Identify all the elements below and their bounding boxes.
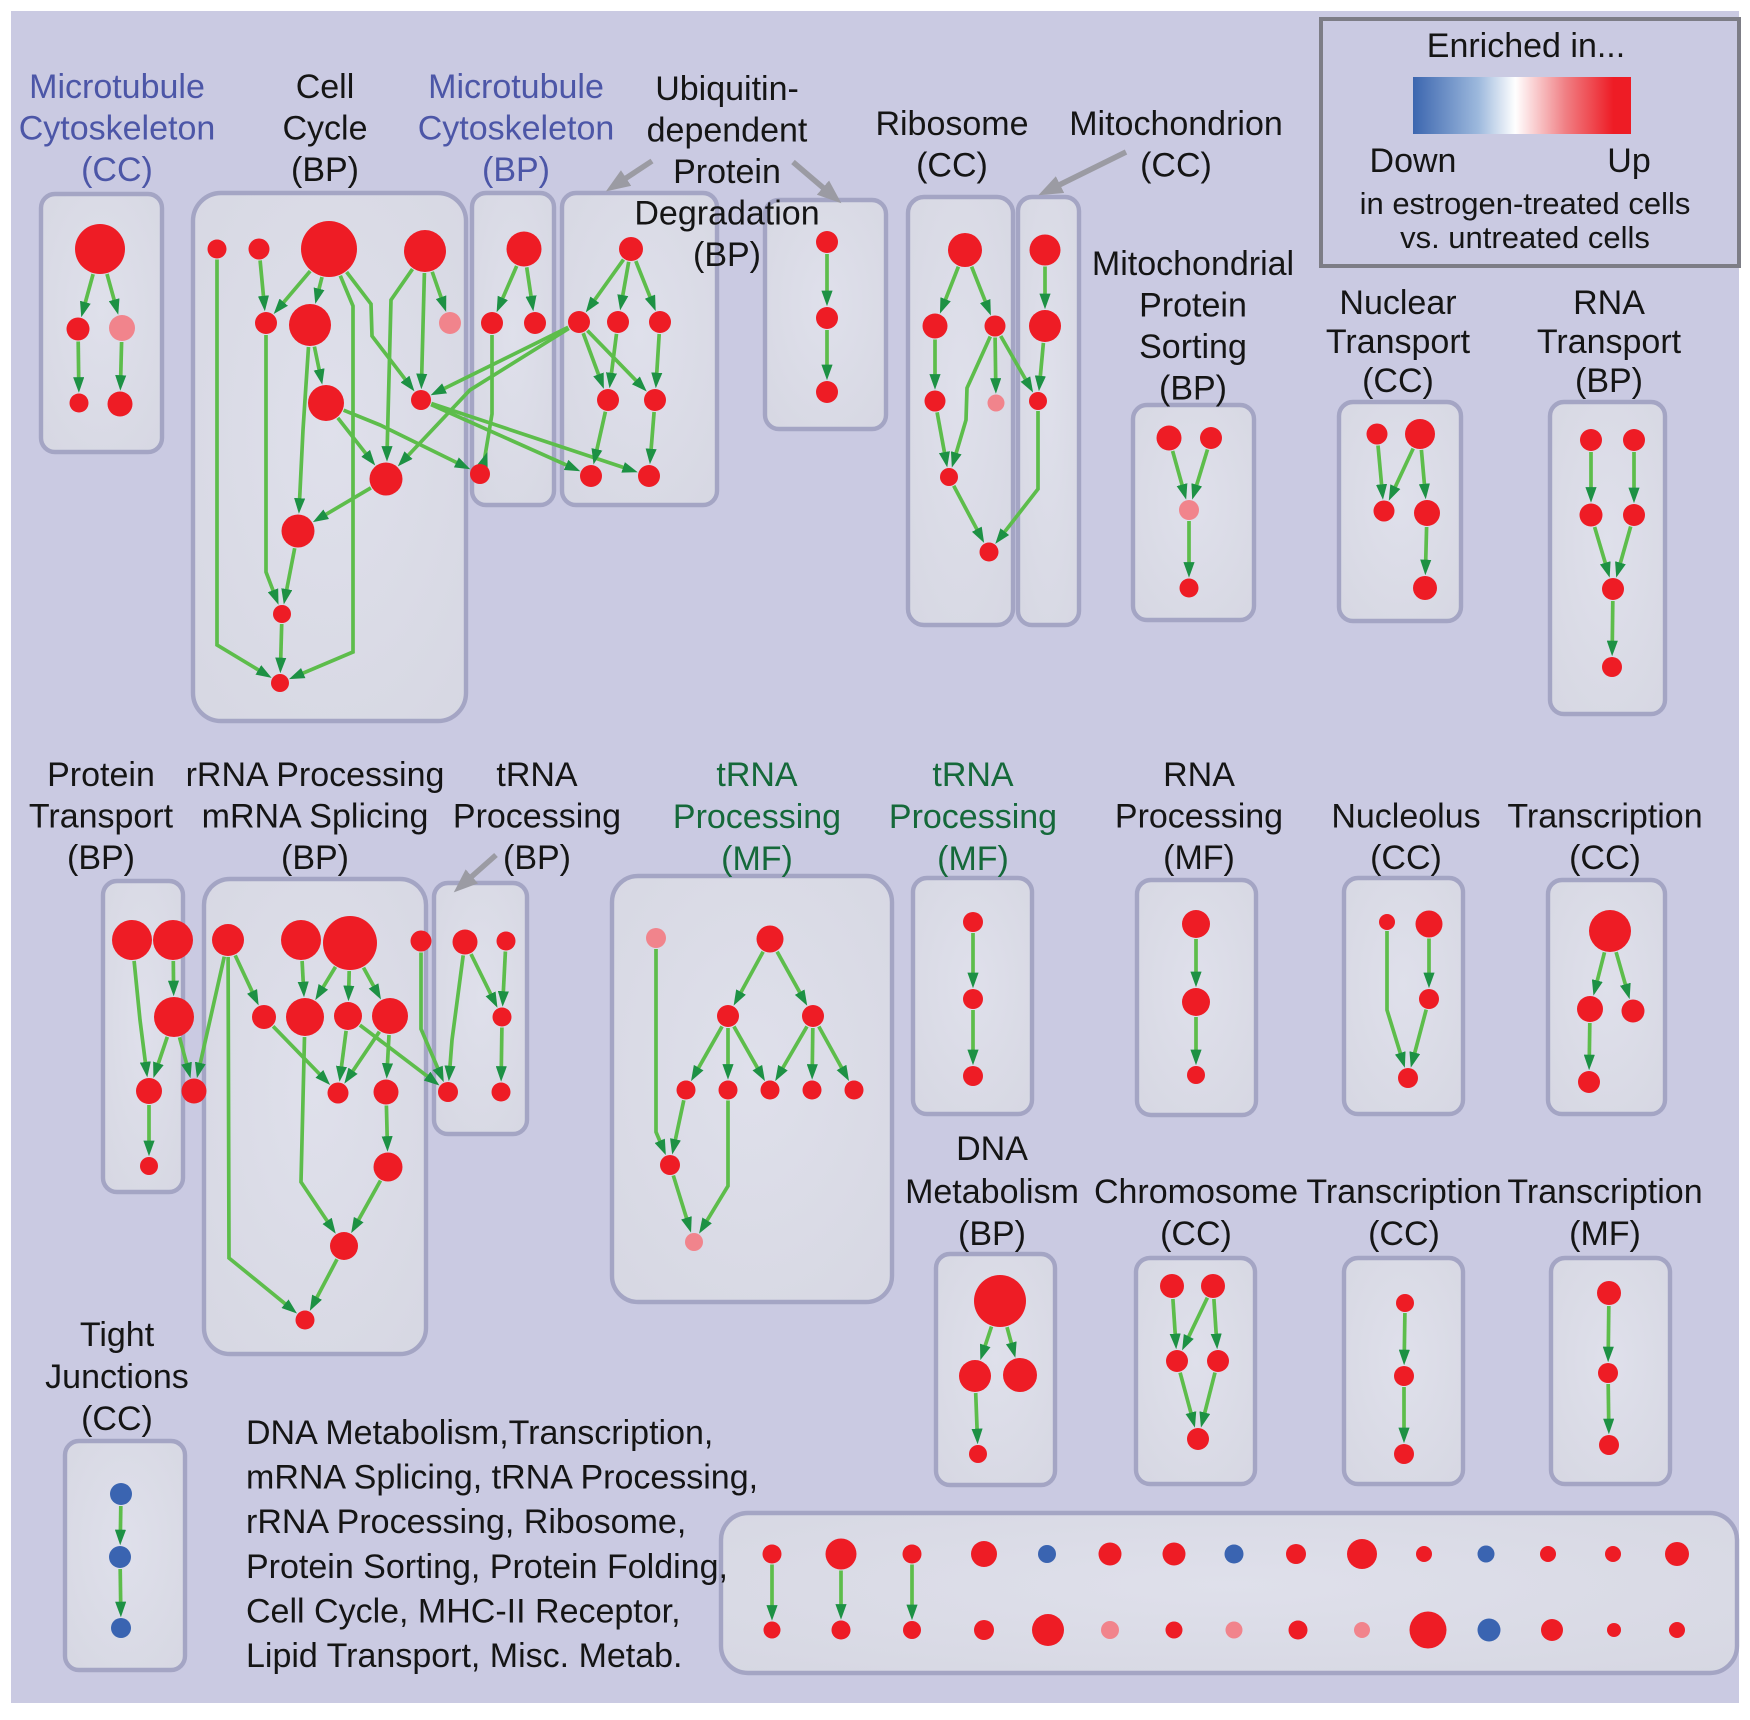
svg-text:(CC): (CC) [1370,839,1442,877]
svg-text:(CC): (CC) [81,151,153,189]
svg-text:Enriched in...: Enriched in... [1427,27,1625,65]
svg-text:Cytoskeleton: Cytoskeleton [418,110,615,148]
svg-text:Processing: Processing [453,798,621,836]
svg-text:Cell: Cell [296,68,355,106]
svg-text:(MF): (MF) [937,840,1009,878]
svg-text:in estrogen-treated cells: in estrogen-treated cells [1360,186,1691,221]
svg-text:dependent: dependent [647,112,808,150]
svg-text:tRNA: tRNA [932,756,1014,794]
svg-text:Mitochondrion: Mitochondrion [1069,105,1283,143]
svg-text:Transport: Transport [29,798,174,836]
svg-text:Protein: Protein [673,153,781,191]
svg-text:Lipid Transport, Misc. Metab.: Lipid Transport, Misc. Metab. [246,1637,683,1675]
svg-text:mRNA Splicing: mRNA Splicing [202,798,429,836]
svg-text:rRNA Processing, Ribosome,: rRNA Processing, Ribosome, [246,1503,686,1541]
svg-text:mRNA Splicing, tRNA Processing: mRNA Splicing, tRNA Processing, [246,1459,758,1497]
svg-text:Ribosome: Ribosome [875,105,1028,143]
svg-text:Processing: Processing [673,798,841,836]
svg-text:Up: Up [1607,142,1650,180]
svg-text:Transport: Transport [1537,323,1682,361]
svg-text:Tight: Tight [80,1316,155,1354]
svg-text:Degradation: Degradation [634,195,819,233]
svg-text:Transcription: Transcription [1507,798,1702,836]
svg-text:(CC): (CC) [1160,1215,1232,1253]
svg-text:Microtubule: Microtubule [428,68,604,106]
svg-text:(BP): (BP) [482,151,550,189]
svg-text:(CC): (CC) [1368,1215,1440,1253]
svg-text:Nuclear: Nuclear [1339,284,1456,322]
svg-text:Nucleolus: Nucleolus [1331,798,1480,836]
svg-text:tRNA: tRNA [496,756,578,794]
svg-text:(BP): (BP) [1575,362,1643,400]
svg-text:(BP): (BP) [291,151,359,189]
svg-text:Microtubule: Microtubule [29,68,205,106]
svg-text:Protein: Protein [47,756,155,794]
svg-text:Protein Sorting, Protein Foldi: Protein Sorting, Protein Folding, [246,1548,728,1586]
svg-text:(CC): (CC) [1140,147,1212,185]
svg-text:Mitochondrial: Mitochondrial [1092,245,1294,283]
svg-text:(CC): (CC) [916,147,988,185]
svg-text:Protein: Protein [1139,287,1247,325]
svg-text:Chromosome: Chromosome [1094,1173,1298,1211]
svg-text:Transcription: Transcription [1507,1173,1702,1211]
svg-text:Transport: Transport [1326,323,1471,361]
svg-text:Junctions: Junctions [45,1358,189,1396]
svg-text:DNA: DNA [956,1130,1028,1168]
svg-text:Sorting: Sorting [1139,328,1247,366]
svg-text:Processing: Processing [1115,798,1283,836]
svg-text:(BP): (BP) [281,839,349,877]
svg-text:(BP): (BP) [67,839,135,877]
svg-text:(CC): (CC) [1569,839,1641,877]
svg-text:Cycle: Cycle [282,110,367,148]
svg-text:(CC): (CC) [1362,362,1434,400]
svg-text:(CC): (CC) [81,1400,153,1438]
svg-text:RNA: RNA [1573,284,1645,322]
svg-text:DNA Metabolism,Transcription,: DNA Metabolism,Transcription, [246,1414,713,1452]
svg-text:(BP): (BP) [958,1215,1026,1253]
svg-text:tRNA: tRNA [716,756,798,794]
svg-text:Ubiquitin-: Ubiquitin- [655,70,799,108]
svg-text:rRNA Processing: rRNA Processing [186,756,445,794]
svg-text:Transcription: Transcription [1306,1173,1501,1211]
svg-text:(MF): (MF) [1569,1215,1641,1253]
svg-text:(BP): (BP) [1159,370,1227,408]
svg-text:(BP): (BP) [693,236,761,274]
svg-text:vs. untreated cells: vs. untreated cells [1400,220,1650,255]
svg-text:(BP): (BP) [503,839,571,877]
svg-text:(MF): (MF) [1163,839,1235,877]
svg-text:Metabolism: Metabolism [905,1173,1079,1211]
svg-text:Processing: Processing [889,798,1057,836]
svg-text:Cell Cycle, MHC-II Receptor,: Cell Cycle, MHC-II Receptor, [246,1592,681,1630]
svg-text:Cytoskeleton: Cytoskeleton [19,110,216,148]
svg-text:RNA: RNA [1163,756,1235,794]
svg-text:Down: Down [1370,142,1457,180]
svg-text:(MF): (MF) [721,840,793,878]
